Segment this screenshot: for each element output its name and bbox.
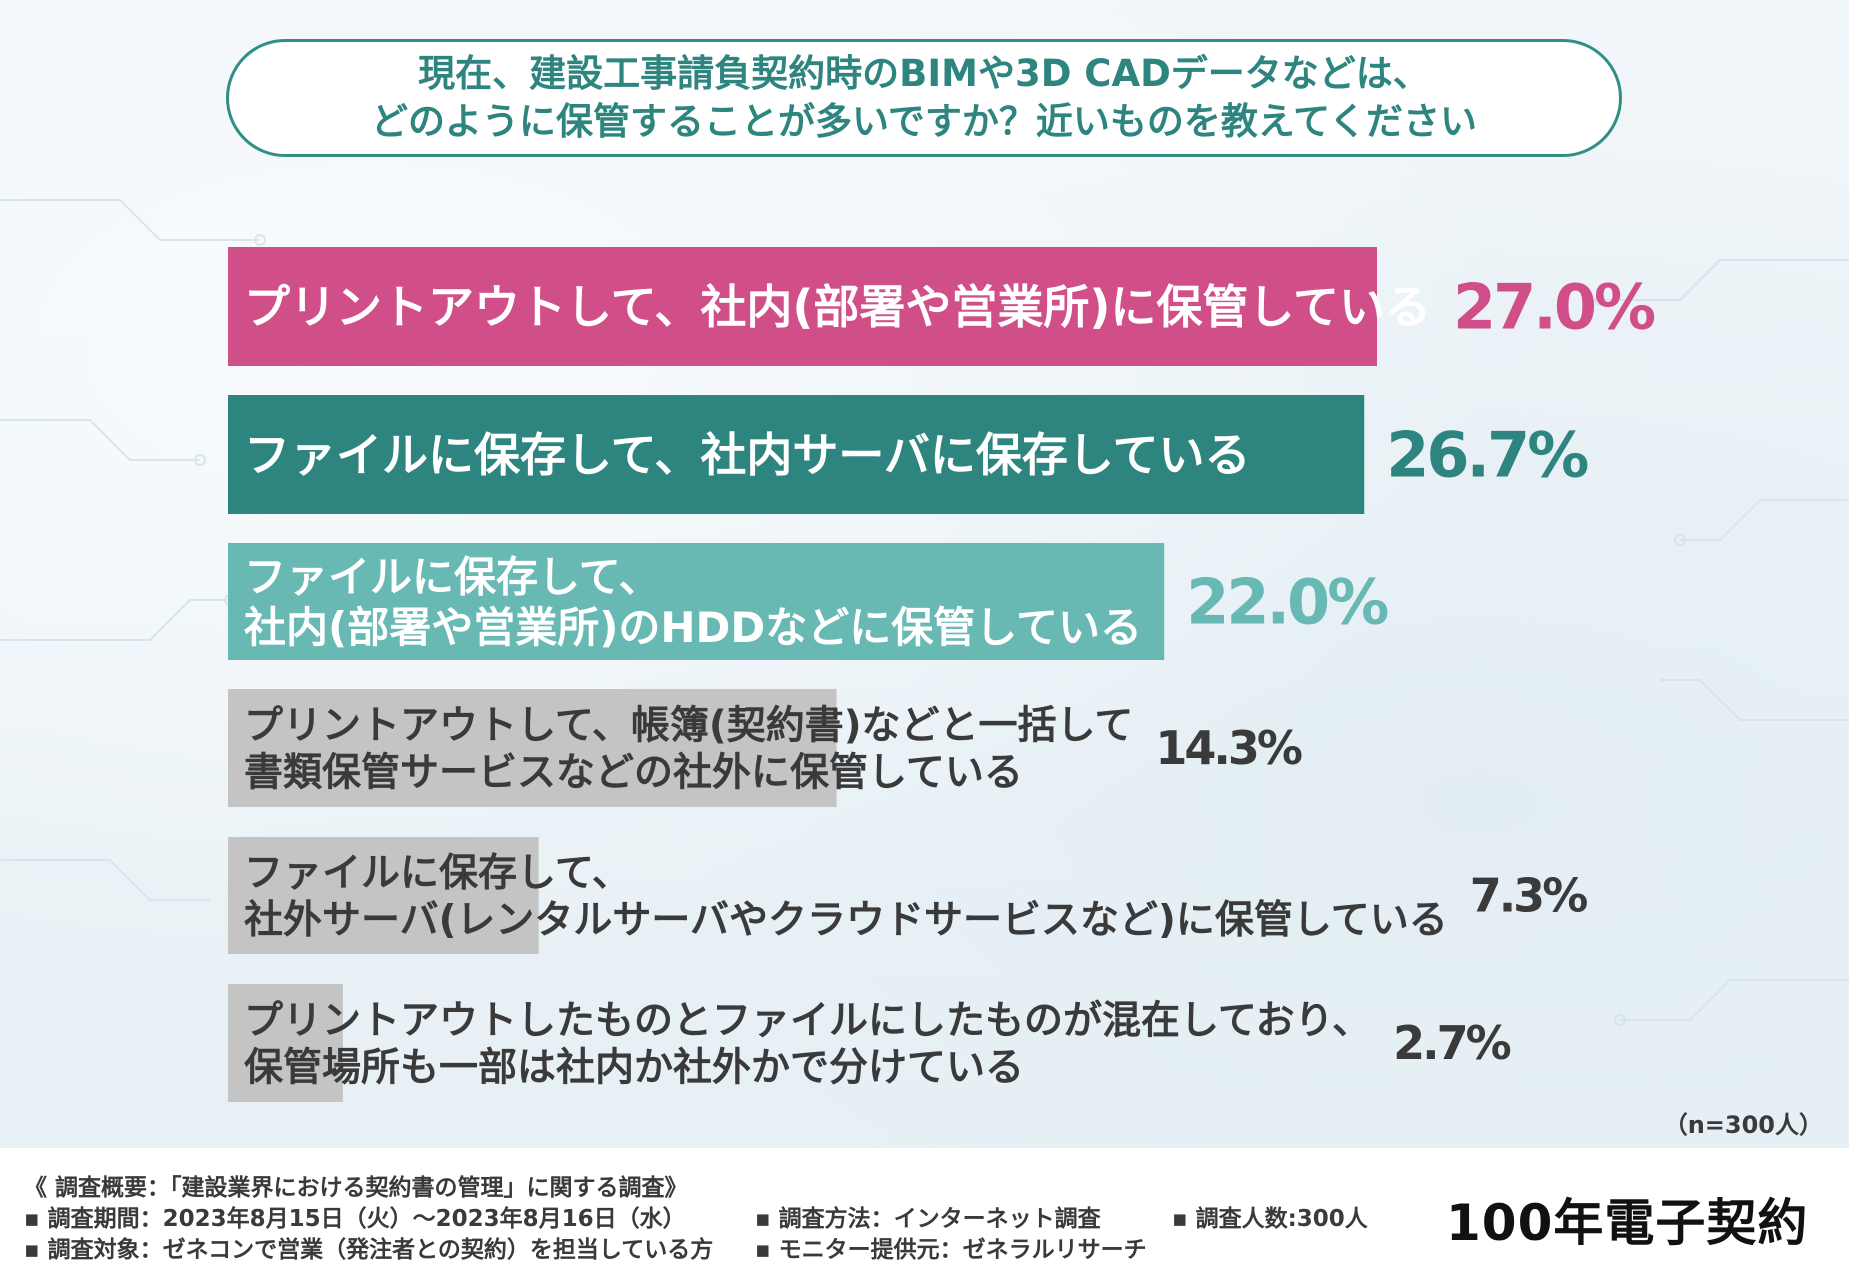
question-line-2: どのように保管することが多いですか？近いものを教えてください: [371, 100, 1477, 143]
bar-1-value: 27.0%: [1453, 271, 1655, 344]
bar-1-label-line-1: プリントアウトして、社内(部署や営業所)に保管している: [244, 280, 1431, 334]
question-line-1: 現在、建設工事請負契約時のBIMや3D CADデータなどは、: [418, 52, 1430, 95]
brand-logo: 100年電子契約: [1446, 1194, 1809, 1252]
bar-5: [228, 837, 539, 954]
survey-target: ▪ 調査対象：ゼネコンで営業（発注者との契約）を担当している方: [24, 1237, 714, 1263]
bar-6-label-line-2: 保管場所も一部は社内か社外かで分けている: [244, 1045, 1024, 1090]
bar-4-value: 14.3%: [1155, 721, 1301, 775]
question-box: 現在、建設工事請負契約時のBIMや3D CADデータなどは、 どのように保管する…: [226, 39, 1622, 157]
bar-3-label-line-2: 社内(部署や営業所)のHDDなどに保管している: [244, 603, 1142, 652]
bar-6-value: 2.7%: [1393, 1016, 1510, 1070]
bar-2-label-line-1: ファイルに保存して、社内サーバに保存している: [244, 428, 1250, 482]
bar-2: [228, 395, 1365, 514]
bar-2-value: 26.7%: [1386, 419, 1588, 492]
bar-3: [228, 543, 1165, 660]
circuit-pattern: [0, 199, 1849, 1026]
survey-overview: 《 調査概要：「建設業界における契約書の管理」に関する調査》: [24, 1175, 688, 1201]
bar-6: [228, 984, 343, 1102]
bar-3-label-line-1: ファイルに保存して、: [244, 552, 661, 601]
bar-6-label-line-1: プリントアウトしたものとファイルにしたものが混在しており、: [244, 999, 1371, 1044]
bar-3-value: 22.0%: [1186, 566, 1388, 639]
bar-4: [228, 689, 837, 807]
sample-size-note: （n=300人）: [1663, 1111, 1823, 1139]
footer: 《 調査概要：「建設業界における契約書の管理」に関する調査》 ▪ 調査期間：20…: [0, 1148, 1849, 1280]
survey-count: ▪ 調査人数:300人: [1172, 1206, 1368, 1232]
bar-5-label-line-1: ファイルに保存して、: [244, 851, 631, 896]
monitor-provider: ▪ モニター提供元：ゼネラルリサーチ: [755, 1237, 1147, 1263]
bar-chart: プリントアウトして、社内(部署や営業所)に保管している 27.0% ファイルに保存し…: [228, 247, 1658, 1102]
survey-method: ▪ 調査方法：インターネット調査: [755, 1206, 1101, 1232]
bar-5-value: 7.3%: [1470, 869, 1587, 923]
bar-4-label-line-1: プリントアウトして、帳簿(契約書)などと一括して: [244, 704, 1133, 749]
bar-4-label-line-2: 書類保管サービスなどの社外に保管している: [244, 750, 1023, 795]
bar-1: [228, 247, 1377, 366]
bar-5-label-line-2: 社外サーバ(レンタルサーバやクラウドサービスなど)に保管している: [244, 898, 1448, 943]
survey-period: ▪ 調査期間：2023年8月15日（火）～2023年8月16日（水）: [24, 1206, 686, 1232]
